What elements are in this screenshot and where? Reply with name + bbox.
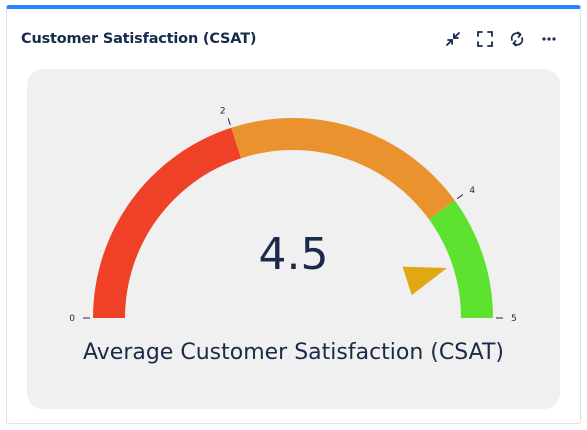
gauge-band-1 (231, 118, 455, 220)
more-icon[interactable] (540, 30, 558, 48)
fullscreen-icon[interactable] (476, 30, 494, 48)
gauge-tick-4 (456, 194, 464, 200)
gauge-tick-label-4: 4 (469, 186, 475, 196)
gauge-tick-label-0: 0 (69, 314, 75, 324)
gauge-caption: Average Customer Satisfaction (CSAT) (83, 340, 504, 365)
minimize-icon[interactable] (444, 30, 462, 48)
gauge-band-2 (428, 200, 493, 318)
refresh-icon[interactable] (508, 30, 526, 48)
widget-actions (444, 30, 558, 48)
widget-title: Customer Satisfaction (CSAT) (21, 31, 257, 47)
csat-widget: Customer Satisfaction (CSAT) (6, 5, 581, 424)
gauge-panel: 0 2 4 5 4.5 Average Customer Satisfaction (… (27, 69, 560, 409)
gauge-tick-label-2: 2 (220, 107, 226, 117)
widget-header: Customer Satisfaction (CSAT) (21, 27, 566, 51)
gauge-pointer (402, 266, 448, 296)
gauge-tick-2 (227, 118, 231, 126)
gauge-value: 4.5 (258, 229, 329, 280)
gauge-band-0 (93, 127, 242, 318)
gauge-tick-label-5: 5 (511, 314, 517, 324)
gauge-chart: 0 2 4 5 (69, 107, 517, 324)
